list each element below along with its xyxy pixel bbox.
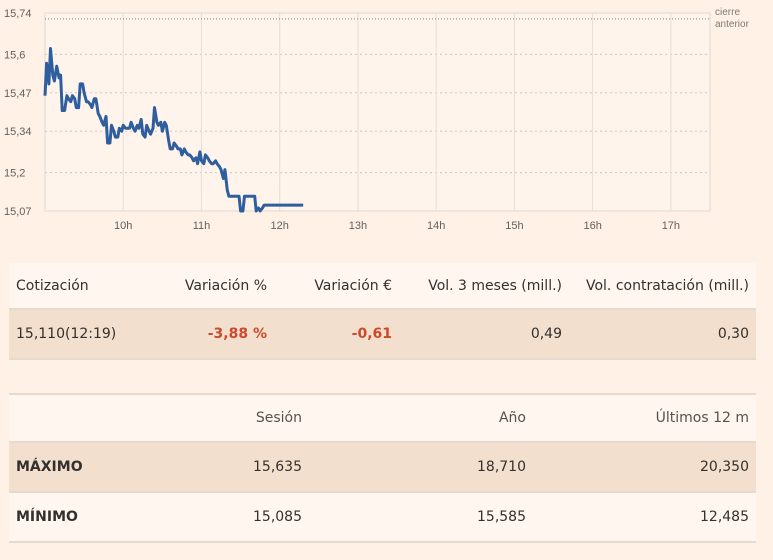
cell-year: 18,710 [477,459,526,475]
change-pct-value: -3,88 % [207,326,267,342]
x-tick-label: 15h [505,220,523,232]
cell-year: 15,585 [477,509,526,525]
cell-last12: 20,350 [700,459,749,475]
header-session: Sesión [255,410,302,426]
x-tick-label: 16h [583,220,601,232]
x-tick-label: 14h [427,220,445,232]
x-tick-label: 10h [114,220,132,232]
grid [44,12,711,212]
range-header-row: Sesión Año Últimos 12 m [9,394,756,442]
price-value: 15,110(12:19) [16,326,117,342]
header-price: Cotización [16,277,89,294]
x-tick-label: 17h [662,220,680,232]
vol-contract-value: 0,30 [717,326,749,342]
y-tick-label: 15,07 [4,206,32,218]
y-tick-label: 15,74 [4,8,32,20]
table-row-min: MÍNIMO 15,085 15,585 12,485 [9,492,756,542]
vol-3m-value: 0,49 [530,326,562,342]
row-label: MÍNIMO [16,509,78,525]
quote-table: Cotización Variación % Variación € Vol. … [9,263,756,360]
price-line [43,47,304,213]
y-tick-label: 15,34 [4,126,32,138]
header-last12: Últimos 12 m [655,410,749,426]
x-tick-label: 13h [349,220,367,232]
header-vol-contract: Vol. contratación (mill.) [585,277,749,294]
x-tick-label: 11h [193,220,211,232]
price-chart: 15,74 15,6 15,47 15,34 15,2 15,07 10h 11h 12h 13… [4,7,750,232]
header-empty [9,394,159,442]
y-tick-label: 15,2 [4,168,25,180]
quote-header-row: Cotización Variación % Variación € Vol. … [9,263,756,309]
cell-session: 15,085 [253,509,302,525]
header-change-eur: Variación € [314,277,392,294]
cell-last12: 12,485 [700,509,749,525]
reference-label: cierre [715,7,740,18]
cell-session: 15,635 [253,459,302,475]
y-tick-label: 15,47 [4,88,32,100]
plot-area [44,12,711,212]
y-axis: 15,74 15,6 15,47 15,34 15,2 15,07 [4,8,32,218]
range-table: Sesión Año Últimos 12 m MÁXIMO 15,635 18… [9,393,756,543]
y-tick-label: 15,6 [4,49,25,61]
header-year: Año [498,410,526,426]
header-vol-3m: Vol. 3 meses (mill.) [428,277,562,294]
x-tick-label: 12h [271,220,289,232]
reference-label: anterior [715,19,750,30]
header-change-pct: Variación % [184,277,267,294]
change-eur-value: -0,61 [351,326,392,342]
x-axis: 10h 11h 12h 13h 14h 15h 16h 17h [114,220,680,232]
table-row-max: MÁXIMO 15,635 18,710 20,350 [9,442,756,492]
row-label: MÁXIMO [16,459,83,475]
quote-row: 15,110(12:19) -3,88 % -0,61 0,49 0,30 [9,309,756,359]
